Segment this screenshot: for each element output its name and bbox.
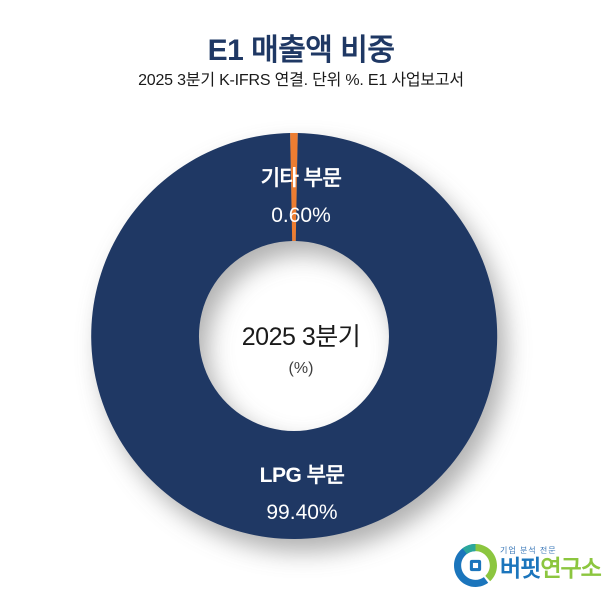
logo-name: 버핏연구소 (500, 555, 602, 581)
chart-subtitle: 2025 3분기 K-IFRS 연결. 단위 %. E1 사업보고서 (138, 72, 464, 89)
segment-name: 기타 부문 (260, 167, 342, 190)
segment-label-etc: 기타 부문 0.60% (261, 162, 342, 228)
center-label-unit: (%) (288, 360, 314, 377)
center-label-period: 2025 3분기 (241, 323, 361, 351)
segment-value: 99.40% (266, 501, 338, 524)
logo-name-green: 연구소 (540, 555, 601, 581)
donut-segment (290, 132, 298, 242)
buffett-lab-logo-text: 기업 분석 전문 버핏연구소 (500, 544, 602, 581)
segment-value: 0.60% (271, 204, 331, 227)
chart-title: E1 매출액 비중 (207, 34, 395, 67)
segment-name: LPG 부문 (259, 464, 345, 487)
segment-label-lpg: LPG 부문 99.40% (260, 459, 345, 525)
donut-segment (91, 133, 498, 539)
buffett-lab-logo: 기업 분석 전문 버핏연구소 (454, 544, 602, 587)
buffett-lab-logo-icon (454, 544, 497, 587)
donut-chart (91, 132, 498, 539)
logo-tagline: 기업 분석 전문 (500, 546, 557, 555)
logo-name-blue: 버핏 (500, 555, 541, 581)
donut-center-label: 2025 3분기 (%) (241, 317, 361, 378)
